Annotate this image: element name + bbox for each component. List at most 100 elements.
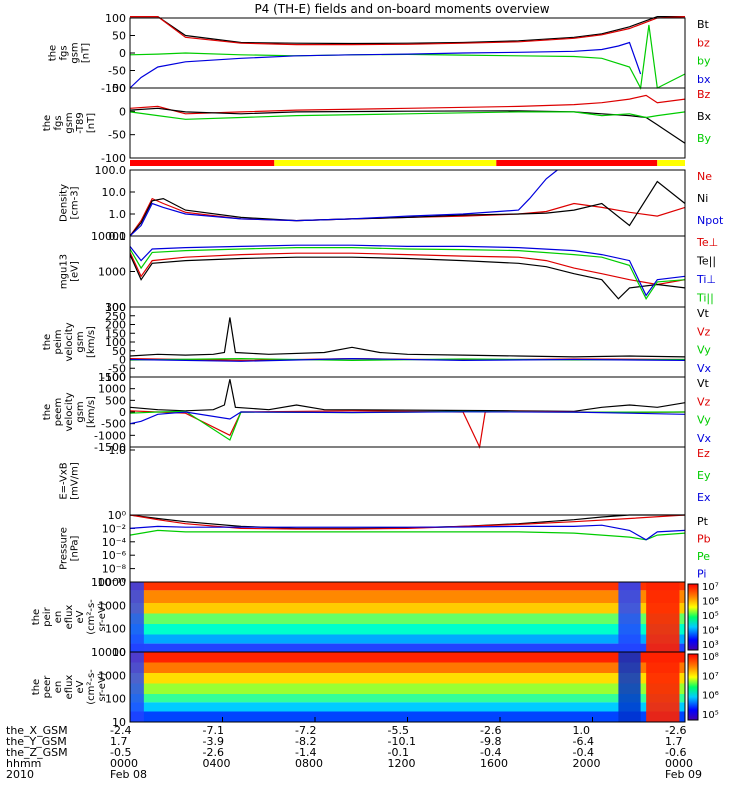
x-tick-label: -0.1 — [388, 746, 409, 759]
panel-density: Density[cm-3] 100.0 10.0 1.0 0.1 Ne Ni Npot — [59, 164, 724, 243]
y-axis-label-line: (cm²-s- — [86, 669, 97, 705]
y-tick-label: 100 — [105, 693, 126, 706]
series-Bz-line — [129, 94, 686, 115]
panel-peir-eflux: thepeirenefluxeV(cm²-s-sr-eV) 10000 1000 10… — [31, 576, 719, 659]
y-tick-label: 1000 — [98, 599, 126, 612]
colorbar-tick-label: 10⁸ — [702, 652, 719, 663]
colorbar-tick-label: 10⁶ — [702, 597, 719, 608]
y-axis-label-line: [nPa] — [70, 535, 81, 561]
x-tick-label: -1.4 — [295, 746, 316, 759]
spectrogram-band — [130, 694, 685, 703]
spectrogram-band — [130, 624, 685, 635]
y-tick-label: 250 — [105, 310, 126, 323]
x-tick-label: Feb 08 — [110, 768, 147, 781]
colorbar-tick-label: 10⁶ — [702, 691, 719, 702]
y-axis-label: E=-VxB[mV/m] — [59, 462, 81, 500]
x-axis-row-label: the_Z_GSM — [6, 746, 68, 759]
colorbar-tick-label: 10⁷ — [702, 671, 719, 682]
y-tick-label: 1000 — [98, 669, 126, 682]
y-tick-label: 10⁰ — [108, 509, 127, 522]
legend-label: Vy — [697, 414, 711, 427]
spectrogram-feature — [618, 582, 641, 652]
y-tick-label: -100 — [101, 152, 126, 165]
panel-frame — [129, 17, 686, 89]
legend-label: Te⊥ — [696, 236, 718, 249]
x-tick-label: 0000 — [110, 757, 138, 770]
legend-label: Vx — [697, 362, 712, 375]
x-axis-row-label: hhmm — [6, 757, 41, 770]
panel-peim-velocity: thepeimvelocitygsm[km/s]3002502001501005… — [42, 301, 712, 384]
y-axis-label-line: the — [48, 45, 59, 61]
x-tick-label: -2.6 — [203, 746, 224, 759]
x-tick-label: -3.9 — [203, 735, 224, 748]
legend-label: Pe — [697, 550, 710, 563]
y-tick-label: -1500 — [94, 441, 126, 454]
y-axis-label-line: velocity — [64, 392, 75, 431]
y-axis-label-line: en — [53, 681, 64, 694]
y-tick-label: 10000 — [91, 576, 126, 589]
legend-label: bz — [697, 36, 710, 49]
y-axis-label-line: [km/s] — [86, 396, 97, 428]
mode-bar-segment — [130, 160, 275, 166]
spectrogram-band — [130, 590, 685, 603]
colorbar: 10⁸ 10⁷ 10⁶ 10⁵ — [687, 652, 719, 721]
legend-label: Npot — [697, 214, 724, 227]
y-axis-label: Pressure[nPa] — [59, 527, 81, 570]
y-axis-label-line: eflux — [64, 675, 75, 700]
y-tick-label: -100 — [101, 82, 126, 95]
panel-temperature: mgu13[eV] 10000 1000 100 Te⊥ Te|| Ti⊥ Ti|| — [59, 230, 719, 314]
y-tick-label: 150 — [105, 327, 126, 340]
y-tick-label: 50 — [112, 82, 126, 95]
y-tick-label: 200 — [105, 319, 126, 332]
x-tick-label: -7.1 — [203, 724, 224, 737]
legend-label: Te|| — [696, 255, 716, 268]
panel-frame — [129, 446, 686, 516]
y-tick-label: 0 — [119, 406, 126, 419]
y-tick-label: 10.0 — [102, 186, 127, 199]
panel-peer-eflux: thepeerenefluxeV(cm²-s-sr-eV) 10000 1000 10… — [31, 646, 719, 729]
x-tick-label: 0000 — [665, 757, 693, 770]
y-axis-label-line: gsm — [75, 401, 86, 422]
y-tick-label: -100 — [101, 371, 126, 384]
panel-efield: E=-VxB[mV/m] 1.0 Ez Ey Ex — [59, 444, 711, 516]
y-axis-label-line: eV — [75, 610, 86, 623]
y-tick-label: 10 — [112, 716, 126, 729]
y-tick-label: -50 — [108, 129, 126, 142]
y-tick-label: -50 — [108, 362, 126, 375]
y-axis-label-line: -T89 — [75, 112, 86, 134]
y-axis-label-line: [eV] — [70, 261, 81, 282]
series-Vx-line — [129, 411, 686, 425]
y-axis-label-line: sr-eV) — [97, 672, 108, 701]
x-axis-row-label: the_Y_GSM — [6, 735, 67, 748]
series-Pe-line — [129, 529, 686, 541]
y-axis-label-line: the — [42, 334, 53, 350]
legend-label: Ti⊥ — [696, 273, 716, 286]
x-tick-label: -5.5 — [388, 724, 409, 737]
series-Pi-line — [129, 524, 686, 541]
colorbar-tick-label: 10⁵ — [702, 710, 719, 721]
y-axis-label-line: peer — [42, 675, 53, 699]
colorbar: 10⁷ 10⁶ 10⁵ 10⁴ 10³ — [687, 582, 719, 651]
legend-label: Vz — [697, 395, 711, 408]
colorbar-gradient — [687, 653, 699, 721]
spectrogram-band — [130, 643, 685, 652]
y-tick-label: 300 — [105, 301, 126, 314]
y-axis-label-line: gsm — [75, 331, 86, 352]
legend-label: bx — [697, 73, 711, 86]
legend-label: Vx — [697, 432, 712, 445]
series-Ti-line — [129, 244, 686, 297]
spectrogram-feature — [130, 582, 144, 652]
x-tick-label: -0.4 — [480, 746, 501, 759]
spectrogram-feature — [646, 652, 680, 722]
y-tick-label: 10⁻⁸ — [102, 563, 127, 576]
legend-label: Ey — [697, 469, 711, 482]
x-tick-label: 1.7 — [110, 735, 128, 748]
y-tick-label: -50 — [108, 65, 126, 78]
legend-label: By — [697, 132, 712, 145]
legend-label: Vt — [697, 307, 710, 320]
legend-label: by — [697, 55, 711, 68]
colorbar-tick-label: 10³ — [702, 640, 719, 651]
legend-label: Pi — [697, 567, 706, 580]
y-axis-label-line: fgs — [59, 45, 70, 60]
y-axis-label-line: E=-VxB — [59, 462, 70, 499]
